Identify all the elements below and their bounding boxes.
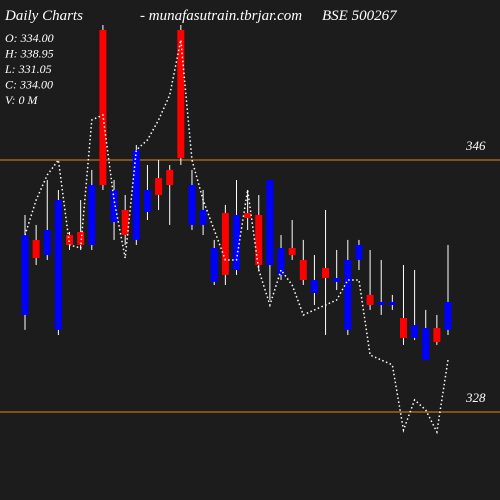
ohlc-info: H: 338.95	[4, 47, 54, 61]
plot	[0, 25, 500, 435]
candle-body	[333, 277, 341, 282]
candle-body	[99, 29, 107, 186]
candle-body	[155, 178, 163, 195]
symbol: BSE 500267	[322, 8, 398, 24]
candle-body	[121, 209, 129, 236]
candle-body	[288, 248, 296, 256]
candle-body	[366, 294, 374, 306]
level-label: 346	[465, 138, 486, 153]
candle-body	[322, 267, 330, 278]
candle-body	[21, 235, 29, 315]
candle-body	[255, 215, 263, 265]
candle-body	[66, 235, 74, 245]
level-label: 328	[465, 390, 486, 405]
source: - munafasutrain.tbrjar.com	[140, 8, 302, 24]
candle-body	[277, 248, 285, 275]
candle-body	[199, 209, 207, 225]
candle-body	[411, 325, 419, 338]
candle-body	[310, 279, 318, 293]
candle-body	[299, 259, 307, 280]
ohlc-info: L: 331.05	[4, 62, 52, 76]
candle-body	[221, 213, 229, 275]
ohlc-info: C: 334.00	[5, 78, 53, 92]
candle-body	[433, 327, 441, 342]
candle-body	[110, 189, 118, 223]
candle-body	[132, 150, 140, 240]
candle-body	[54, 200, 62, 330]
ohlc-info: O: 334.00	[5, 31, 54, 45]
candle-body	[244, 213, 252, 218]
candle-body	[166, 169, 174, 186]
candle-body	[188, 185, 196, 225]
candle-body	[77, 231, 85, 245]
candle-body	[388, 301, 396, 306]
candle-body	[233, 215, 240, 271]
candle-body	[344, 259, 352, 330]
candle-body	[210, 248, 218, 282]
candle-body	[399, 318, 407, 338]
candle-body	[422, 327, 430, 361]
candle-body	[32, 239, 40, 258]
ohlc-info: V: 0 M	[5, 93, 39, 107]
candle-body	[266, 180, 274, 265]
candle-body	[88, 185, 96, 245]
candle-body	[143, 189, 151, 212]
candle-body	[43, 229, 51, 256]
candle-body	[355, 244, 363, 260]
candle-body	[444, 301, 452, 330]
chart-title: Daily Charts	[4, 8, 83, 24]
candle-body	[377, 301, 385, 306]
candle-body	[177, 29, 185, 159]
price-line	[24, 39, 449, 435]
